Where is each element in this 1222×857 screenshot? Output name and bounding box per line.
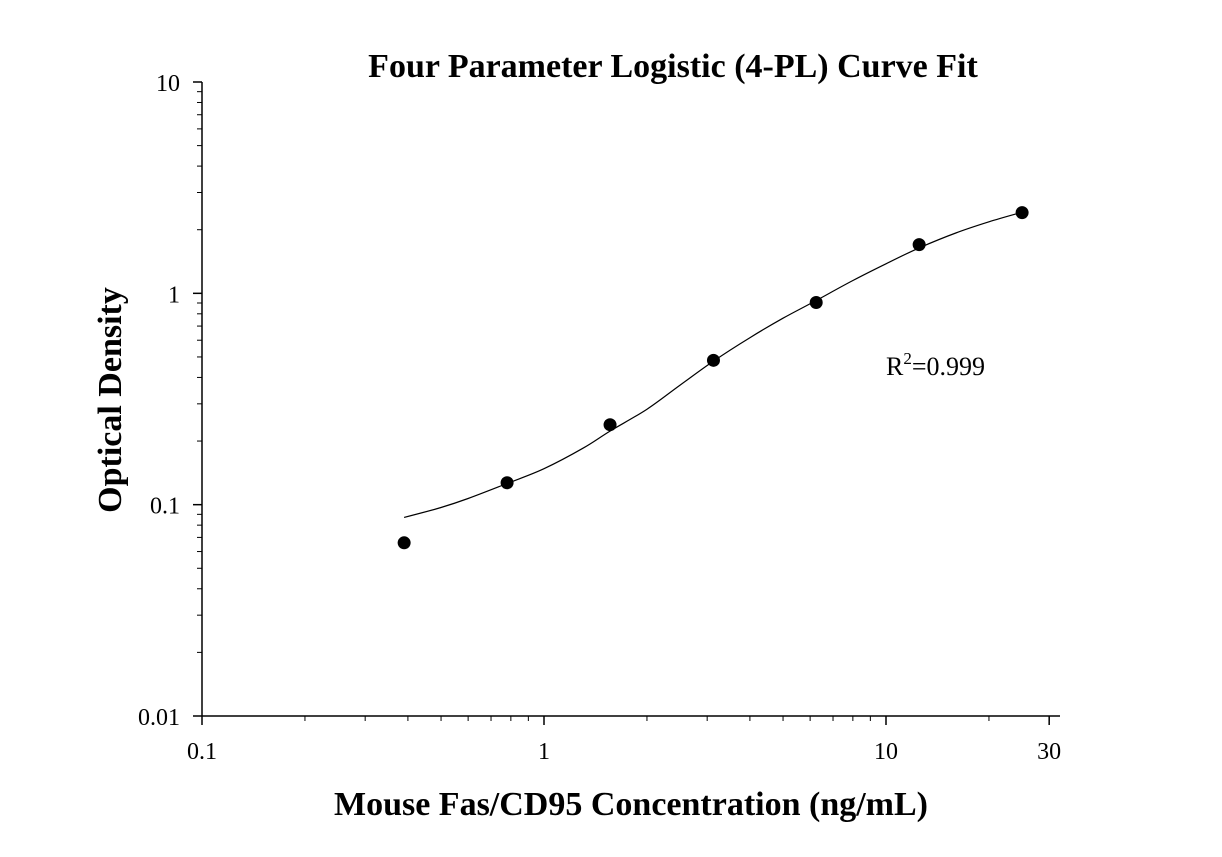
data-point: [397, 536, 411, 550]
y-tick-label: 1: [168, 282, 180, 308]
x-tick-label: 10: [874, 739, 898, 765]
x-tick-label: 0.1: [187, 739, 217, 765]
r-squared-superscript: 2: [903, 349, 912, 368]
r-squared-annotation: R2=0.999: [886, 349, 985, 381]
r-squared-base: R: [886, 352, 904, 381]
data-point: [603, 418, 617, 432]
y-axis-label: Optical Density: [92, 287, 129, 513]
x-tick-label: 1: [538, 739, 550, 765]
axes: [201, 82, 1060, 717]
y-ticks: 0.01 0.1 1 10: [138, 71, 202, 731]
x-axis-label: Mouse Fas/CD95 Concentration (ng/mL): [334, 786, 928, 823]
chart-title: Four Parameter Logistic (4-PL) Curve Fit: [368, 48, 978, 85]
y-tick-label: 0.01: [138, 705, 180, 731]
data-point: [912, 238, 926, 252]
x-tick-label: 30: [1037, 739, 1061, 765]
data-point: [809, 295, 823, 309]
data-point: [1015, 206, 1029, 220]
data-point: [500, 476, 514, 490]
r-squared-value: =0.999: [912, 352, 985, 381]
y-tick-label: 0.1: [150, 494, 180, 520]
x-ticks: 0.1 1 10 30: [187, 716, 1061, 765]
minor-ticks: [197, 91, 1050, 721]
data-points: [397, 206, 1029, 550]
data-point: [706, 353, 720, 367]
y-tick-label: 10: [156, 71, 180, 97]
